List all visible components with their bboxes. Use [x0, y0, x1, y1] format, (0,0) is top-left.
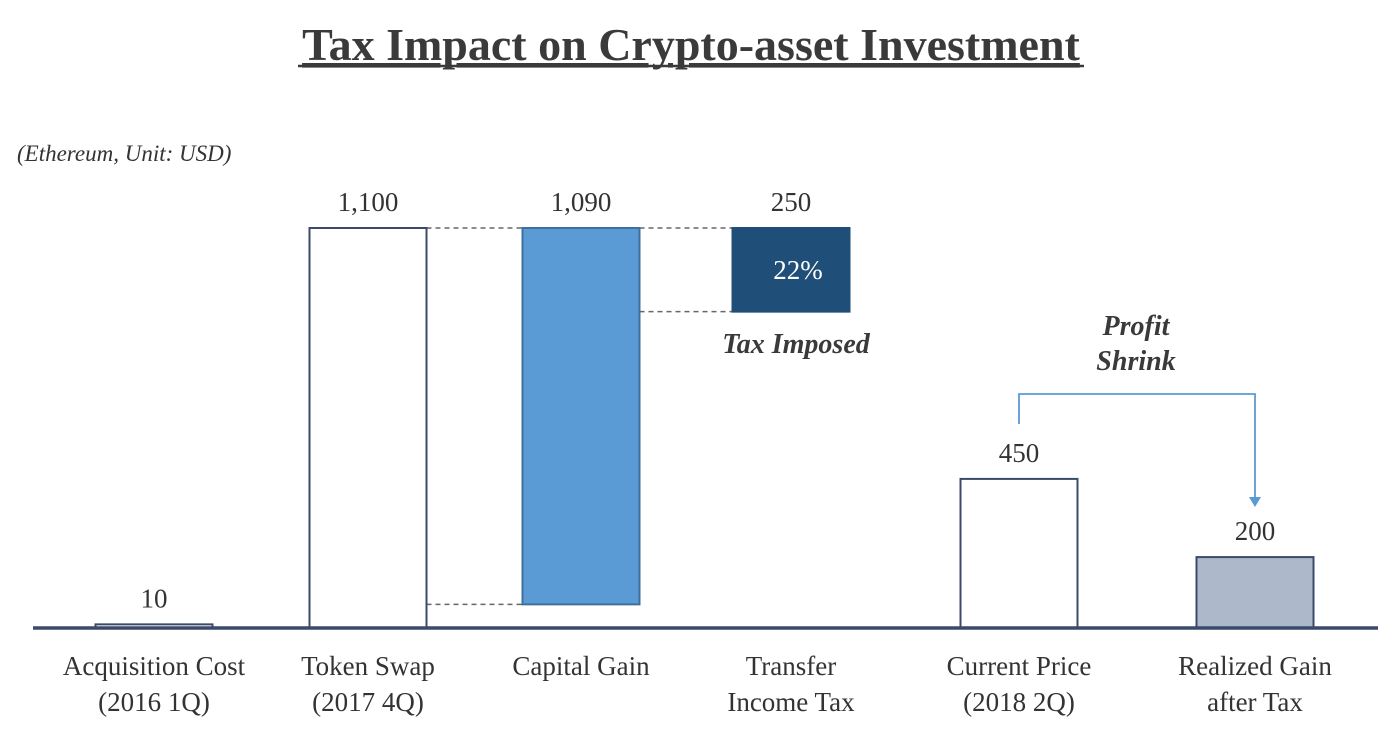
arrow-head [1249, 497, 1261, 507]
category-label-1-line-0: Token Swap [301, 651, 435, 681]
connector-lines [426, 227, 733, 606]
value-label-current-price: 450 [999, 438, 1040, 468]
bars-group [94, 227, 1315, 630]
category-label-0-line-0: Acquisition Cost [63, 651, 246, 681]
tax-imposed-annotation: Tax Imposed [722, 329, 871, 360]
category-label-5-line-1: after Tax [1207, 687, 1303, 717]
bar-current-price [959, 477, 1079, 629]
category-label-0-line-1: (2016 1Q) [98, 687, 210, 717]
category-label-3-line-1: Income Tax [727, 687, 855, 717]
tax-percentage-label: 22% [773, 255, 823, 285]
category-label-1-line-1: (2017 4Q) [312, 687, 424, 717]
value-label-capital-gain: 1,090 [551, 187, 612, 217]
value-label-acquisition: 10 [141, 583, 168, 613]
value-labels-group: 10 1,100 1,090 250 450 200 [141, 187, 1276, 613]
bar-realized-gain [1195, 556, 1315, 629]
bar-token-swap [308, 227, 428, 629]
value-label-token-swap: 1,100 [338, 187, 399, 217]
chart-title: Tax Impact on Crypto-asset Investment [302, 19, 1080, 70]
profit-shrink-line-2: Shrink [1096, 346, 1175, 377]
bar-transfer-tax [731, 227, 851, 313]
category-label-4-line-0: Current Price [947, 651, 1092, 681]
value-label-transfer-tax: 250 [771, 187, 812, 217]
category-labels-group: Acquisition Cost (2016 1Q) Token Swap (2017… [63, 651, 1332, 717]
chart-subtitle: (Ethereum, Unit: USD) [17, 141, 231, 166]
category-label-2-line-0: Capital Gain [512, 651, 650, 681]
value-label-realized-gain: 200 [1235, 516, 1276, 546]
bar-capital-gain [521, 227, 641, 606]
category-label-3-line-0: Transfer [746, 651, 837, 681]
profit-shrink-arrow [1018, 393, 1261, 507]
category-label-5-line-0: Realized Gain [1178, 651, 1332, 681]
arrow-path [1018, 393, 1256, 497]
category-label-4-line-1: (2018 2Q) [963, 687, 1075, 717]
profit-shrink-line-1: Profit [1102, 311, 1171, 342]
